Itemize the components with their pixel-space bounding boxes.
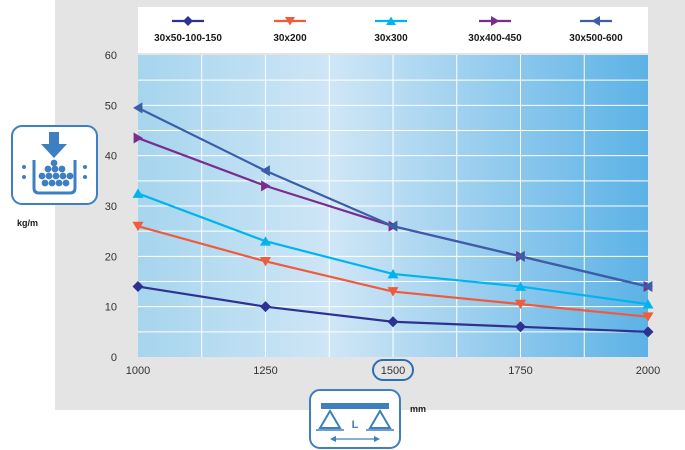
y-tick-label: 30 xyxy=(105,201,117,213)
legend-label: 30x200 xyxy=(273,33,307,44)
y-tick-label: 40 xyxy=(105,151,117,163)
data-point xyxy=(260,165,270,177)
data-point xyxy=(642,312,654,322)
legend-label: 30x300 xyxy=(374,33,408,44)
series-30x50-100-150 xyxy=(132,281,654,338)
series-30x500-600 xyxy=(133,102,653,293)
data-point xyxy=(260,256,271,267)
series-layer xyxy=(132,102,654,338)
x-tick-label: 1000 xyxy=(126,365,150,377)
x-tick-label: 2000 xyxy=(636,365,660,377)
legend-item: 30x400-450 xyxy=(468,16,522,44)
legend-label: 30x400-450 xyxy=(468,33,522,44)
y-tick-label: 0 xyxy=(111,352,117,364)
data-point xyxy=(387,269,399,279)
data-point xyxy=(261,180,271,192)
highlighted-tick-ring xyxy=(372,359,414,381)
legend: 30x50-100-150 30x200 30x300 30x400-450 30x50… xyxy=(154,16,623,44)
data-point xyxy=(260,236,271,246)
y-tick-label: 20 xyxy=(105,251,117,263)
y-tick-label: 60 xyxy=(105,50,117,62)
series-30x200 xyxy=(132,221,654,322)
y-tick-label: 10 xyxy=(105,302,117,314)
legend-item: 30x300 xyxy=(374,16,408,44)
x-tick-label: 1500 xyxy=(381,365,405,377)
legend-item: 30x200 xyxy=(273,17,307,44)
data-point xyxy=(285,17,295,26)
data-point xyxy=(515,250,525,262)
data-point xyxy=(183,16,193,26)
data-point xyxy=(260,301,271,313)
y-axis: 0 10 20 30 40 50 60 xyxy=(105,50,117,364)
data-point xyxy=(132,281,144,293)
data-point xyxy=(515,321,526,333)
data-point xyxy=(132,188,144,198)
data-point xyxy=(133,132,143,144)
y-tick-label: 50 xyxy=(105,100,117,112)
x-tick-label: 1750 xyxy=(508,365,532,377)
data-point xyxy=(386,16,396,25)
x-axis: 1000 1250 1500 1750 2000 xyxy=(126,365,660,377)
distributed-load-icon xyxy=(11,125,98,205)
data-point xyxy=(643,281,653,293)
data-point xyxy=(388,220,398,232)
x-tick-label: 1250 xyxy=(253,365,277,377)
data-point xyxy=(387,316,399,328)
legend-label: 30x50-100-150 xyxy=(154,33,222,44)
span-length-icon: L xyxy=(309,389,401,449)
data-point xyxy=(133,102,143,114)
span-letter: L xyxy=(352,419,359,431)
data-point xyxy=(591,16,600,26)
grid xyxy=(138,55,648,357)
data-point xyxy=(491,16,500,26)
data-point xyxy=(515,299,526,310)
series-30x300 xyxy=(132,188,654,309)
legend-label: 30x500-600 xyxy=(569,33,623,44)
legend-item: 30x500-600 xyxy=(569,16,623,44)
legend-item: 30x50-100-150 xyxy=(154,16,222,44)
data-point xyxy=(515,281,526,291)
data-point xyxy=(642,299,654,309)
data-point xyxy=(132,221,144,232)
data-point xyxy=(387,287,399,297)
x-axis-label: mm xyxy=(410,404,426,414)
y-axis-label: kg/m xyxy=(17,218,38,228)
legend-area xyxy=(138,7,648,53)
data-point xyxy=(642,326,654,338)
